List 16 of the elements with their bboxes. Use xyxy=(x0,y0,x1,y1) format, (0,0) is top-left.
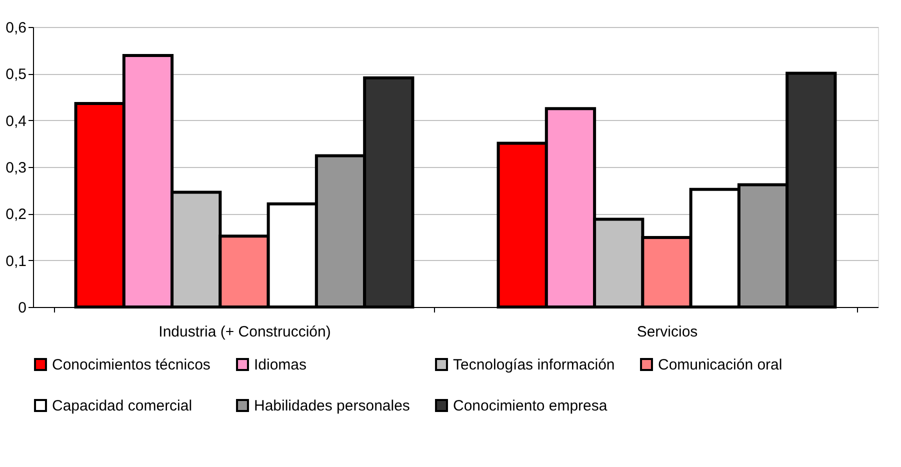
y-tick-label: 0,4 xyxy=(6,112,26,130)
legend-label: Tecnologías información xyxy=(453,356,615,374)
legend-label: Comunicación oral xyxy=(658,356,782,374)
y-tick-label: 0,3 xyxy=(6,160,26,176)
y-tick-label: 0,6 xyxy=(6,20,26,36)
x-tick-label: Industria (+ Construcción) xyxy=(158,324,331,340)
legend-label: Habilidades personales xyxy=(254,398,410,414)
y-tick-label: 0,5 xyxy=(6,66,26,84)
legend-label: Capacidad comercial xyxy=(52,398,192,414)
y-tick-label: 0,2 xyxy=(6,206,26,224)
y-tick-label: 0,1 xyxy=(6,252,26,270)
legend-label: Idiomas xyxy=(254,356,307,374)
y-tick-label: 0 xyxy=(18,300,26,316)
legend-label: Conocimientos técnicos xyxy=(52,356,210,374)
x-tick-label: Servicios xyxy=(636,324,698,340)
legend-label: Conocimiento empresa xyxy=(453,398,608,414)
